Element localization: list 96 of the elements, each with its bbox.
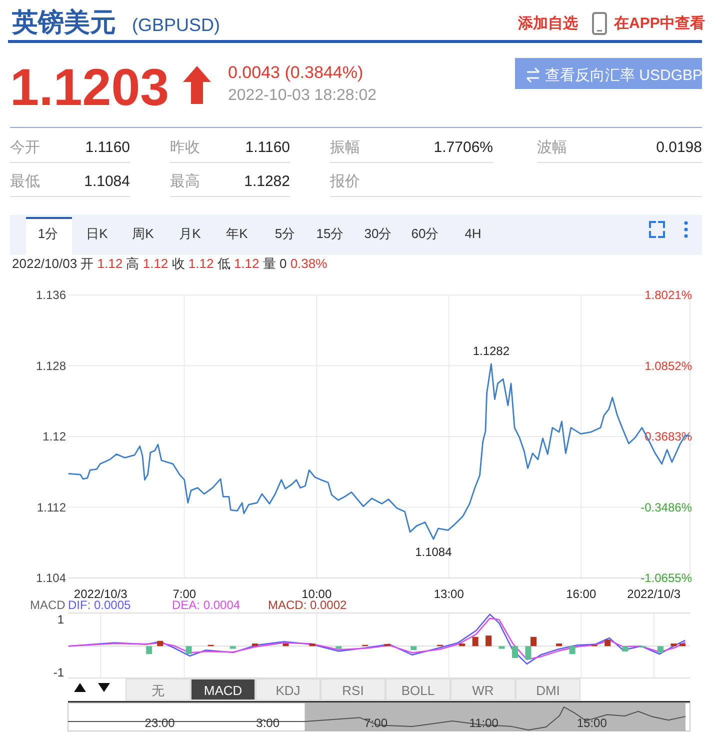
text: 振幅 [330,139,360,156]
bar [146,646,152,654]
bar [282,644,289,646]
text: 无 [152,683,164,698]
text: (GBPUSD) [132,15,220,35]
bar [569,646,576,654]
bar [336,646,342,649]
text: WR [472,683,494,698]
y-tick-label: 1 [57,612,64,627]
text: 量 0 [259,256,287,271]
bar [670,644,677,646]
text: 英镑美元 [11,7,116,37]
y-tick-label: 1.136 [36,288,66,302]
text: BOLL [401,683,435,698]
y-tick-label: -1 [53,666,64,680]
text: DMI [536,683,560,698]
text: 1.1282 [244,173,290,190]
y-tick-label: 1.12 [42,430,66,444]
text: MACD: 0.0002 [268,598,348,612]
bar [486,636,492,646]
text: 低 [214,256,230,271]
line-series [68,363,690,540]
text: 最低 [10,173,40,190]
text: 周K [132,226,154,241]
bar [309,644,316,646]
text: 60分 [411,226,439,241]
bar [498,646,505,649]
bar [157,640,164,646]
bar [657,646,664,653]
bar [186,646,192,654]
text: RSI [342,683,364,698]
bar [622,646,628,652]
text: 今开 [10,139,40,156]
x-tick-label: 16:00 [566,587,596,601]
text: 1分 [38,226,58,241]
text: 日K [86,226,108,241]
text: 0.0198 [656,139,702,156]
text: 4H [464,226,482,241]
x-tick-label: 13:00 [434,587,464,601]
bar [604,640,611,646]
bar [459,644,466,646]
text: MACD [204,683,242,698]
text: DIF: 0.0005 [68,598,132,612]
text: 添加自选 [517,15,578,32]
y2-tick-label: -0.3486% [640,500,692,514]
text: DEA: 0.0004 [172,598,240,612]
bar [512,646,518,658]
bar [556,644,562,646]
text: 1.12 [139,256,168,271]
text: 查看反向汇率 USDGBP [545,67,703,84]
text: 1.12 [94,256,123,271]
text: 高 [122,256,140,271]
annotation: 1.1282 [472,344,510,358]
y2-tick-label: 1.0852% [644,358,692,373]
text: 2022/10/03 开 [12,256,94,271]
y2-tick-label: 1.8021% [644,288,692,302]
text: 1.1084 [84,173,130,190]
bar [680,644,686,646]
y-tick-label: 1.128 [36,358,66,373]
text: 波幅 [537,139,567,156]
x-tick-label: 2022/10/3 [627,587,681,601]
text: 5分 [274,226,296,241]
text: 昨收 [170,139,200,156]
x-tick-label: 15:00 [576,716,608,730]
bar [530,636,537,646]
bar [525,646,532,660]
y-tick-label: 1.104 [36,571,66,585]
text: 2022-10-03 18:28:02 [228,87,377,104]
text: 最高 [170,173,200,190]
bar [230,646,236,649]
annotation: 1.1084 [415,545,452,560]
text: 1.12 [230,256,260,271]
text: 0.38% [286,256,328,271]
text: 30分 [364,226,392,241]
text: 1.12 [184,256,214,271]
text: 0.0043 (0.3844%) [228,63,364,82]
y-tick-label: 1.112 [36,500,66,514]
text: 报价 [329,173,360,190]
text: 1.1203 [10,59,170,117]
bar [472,636,478,646]
text: 月K [179,226,202,241]
x-tick-label: 2022/10/3 [74,587,128,601]
x-tick-label: 10:00 [302,587,332,601]
text: 1.7706% [434,139,493,156]
text: 在APP中查看 [613,15,705,32]
text: 收 [168,256,185,271]
x-tick-label: 7:00 [172,587,196,601]
chart-title: MACD [30,598,66,612]
bar [410,646,417,650]
text: 1.1160 [85,139,130,156]
bar [252,644,258,646]
y2-tick-label: -1.0655% [640,571,692,585]
text: 1.1160 [245,139,290,156]
text: 年K [226,226,248,241]
text: 15分 [316,226,344,241]
text: KDJ [276,683,300,698]
